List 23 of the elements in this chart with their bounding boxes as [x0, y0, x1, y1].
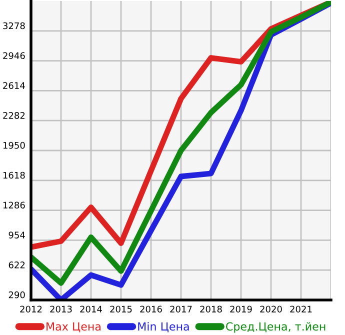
y-tick-label: 3278	[3, 22, 25, 30]
legend-label: Min Цена	[138, 322, 189, 332]
y-tick-label: 2614	[3, 82, 25, 89]
legend-label: Сред.Цена, т.йен	[226, 322, 326, 333]
y-tick-label: 2282	[3, 112, 25, 119]
y-tick-label: 1950	[3, 142, 25, 149]
x-tick-label: 2017	[170, 306, 192, 313]
y-tick-label: 1618	[3, 172, 25, 179]
legend-label: Max Цена	[46, 322, 101, 332]
x-tick-label: 2015	[110, 306, 132, 313]
x-tick-label: 2012	[20, 306, 42, 313]
y-tick-label: 2946	[3, 52, 25, 60]
x-tick-label: 2020	[260, 306, 282, 313]
x-tick-label: 2016	[140, 306, 162, 313]
x-tick-label: 2021	[290, 306, 312, 313]
x-tick-label: 2019	[230, 306, 252, 313]
x-tick-label: 2018	[200, 306, 222, 313]
y-tick-label: 1286	[3, 202, 25, 209]
x-tick-label: 2014	[80, 306, 102, 313]
y-tick-label: 290	[8, 291, 25, 298]
y-tick-label: 954	[8, 232, 25, 238]
x-tick-label: 2013	[50, 306, 72, 313]
y-tick-label: 622	[8, 262, 25, 268]
